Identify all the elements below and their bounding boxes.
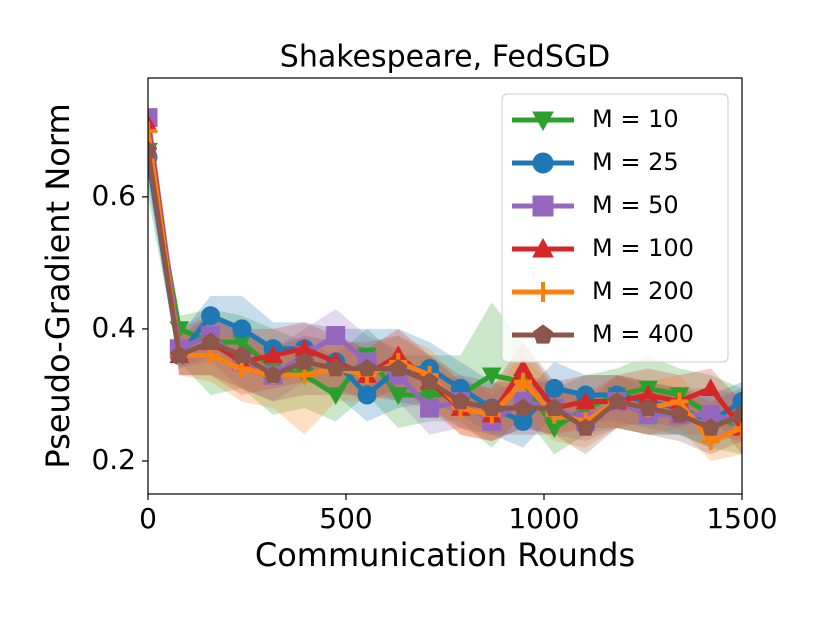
marker <box>420 372 439 390</box>
marker <box>170 345 189 364</box>
chart-title: Shakespeare, FedSGD <box>280 40 610 75</box>
marker <box>733 418 742 437</box>
marker <box>514 372 533 391</box>
marker <box>389 358 408 377</box>
marker <box>263 365 283 383</box>
marker <box>532 111 554 132</box>
marker <box>148 141 158 159</box>
marker <box>357 358 377 377</box>
plot-area <box>148 104 742 461</box>
x-tick-label: 500 <box>319 502 372 535</box>
marker <box>481 367 502 386</box>
marker <box>148 114 158 132</box>
marker <box>575 391 596 410</box>
marker <box>326 326 346 346</box>
marker <box>732 405 742 423</box>
legend-label: M = 50 <box>592 191 679 219</box>
marker <box>607 391 627 410</box>
marker <box>513 398 533 416</box>
marker <box>532 152 554 174</box>
y-tick-label: 0.6 <box>91 179 136 212</box>
x-tick-label: 1000 <box>508 502 579 535</box>
marker <box>482 398 501 416</box>
marker <box>532 324 554 344</box>
marker <box>325 387 346 405</box>
marker <box>148 108 158 128</box>
legend-label: M = 200 <box>592 277 694 305</box>
marker <box>639 398 658 416</box>
marker <box>232 345 251 364</box>
marker <box>357 385 377 405</box>
legend-label: M = 10 <box>592 105 679 133</box>
marker <box>544 378 564 398</box>
x-tick-label: 1500 <box>706 502 777 535</box>
marker <box>263 345 283 364</box>
marker <box>326 358 345 377</box>
marker <box>701 418 720 436</box>
marker <box>232 319 252 339</box>
y-tick-label: 0.2 <box>91 443 136 476</box>
marker <box>451 391 470 410</box>
marker <box>576 418 595 436</box>
marker <box>532 237 554 258</box>
y-axis-label: Pseudo-Gradient Norm <box>39 103 77 468</box>
marker <box>670 405 689 423</box>
marker <box>533 282 553 302</box>
marker <box>201 306 221 326</box>
marker <box>732 392 742 412</box>
legend-label: M = 400 <box>592 320 694 348</box>
legend-label: M = 25 <box>592 148 679 176</box>
marker <box>201 332 220 350</box>
legend-label: M = 100 <box>592 234 694 262</box>
marker <box>388 387 409 405</box>
marker <box>148 121 157 140</box>
marker <box>545 398 564 416</box>
marker <box>420 398 440 418</box>
axes-frame <box>147 77 743 495</box>
marker <box>700 378 721 397</box>
x-axis-label: Communication Rounds <box>255 536 635 574</box>
y-tick-label: 0.4 <box>91 311 136 344</box>
marker <box>532 195 554 217</box>
marker <box>295 352 314 370</box>
x-tick-label: 0 <box>139 502 157 535</box>
